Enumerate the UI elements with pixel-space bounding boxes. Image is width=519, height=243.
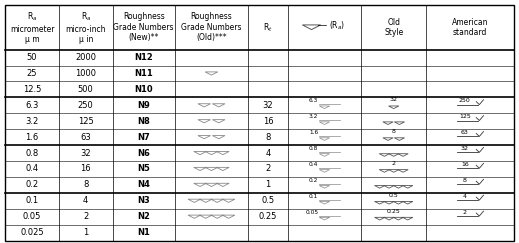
- Text: N5: N5: [137, 165, 150, 174]
- Text: 16: 16: [461, 162, 469, 167]
- Text: 1: 1: [83, 228, 88, 237]
- Text: R$_t$: R$_t$: [263, 21, 273, 34]
- Text: N8: N8: [137, 117, 150, 126]
- Text: 0.2: 0.2: [309, 178, 318, 183]
- Text: 4: 4: [265, 148, 270, 157]
- Text: 2: 2: [83, 212, 88, 221]
- Text: 0.05: 0.05: [23, 212, 41, 221]
- Text: 0.05: 0.05: [305, 210, 318, 215]
- Text: Old
Style: Old Style: [384, 17, 403, 37]
- Text: N1: N1: [137, 228, 150, 237]
- Text: 0.1: 0.1: [25, 196, 38, 205]
- Text: N9: N9: [137, 101, 150, 110]
- Text: 4: 4: [463, 194, 467, 199]
- Text: 6.3: 6.3: [309, 98, 318, 103]
- Text: 0.5: 0.5: [389, 193, 399, 198]
- Text: 0.5: 0.5: [262, 196, 275, 205]
- Text: 0.4: 0.4: [25, 165, 38, 174]
- Text: N3: N3: [137, 196, 150, 205]
- Text: 63: 63: [80, 133, 91, 142]
- Text: 12.5: 12.5: [23, 85, 41, 94]
- Text: N12: N12: [134, 53, 153, 62]
- Text: American
standard: American standard: [452, 17, 488, 37]
- Text: Roughness
Grade Numbers
(New)**: Roughness Grade Numbers (New)**: [113, 12, 174, 42]
- Text: N2: N2: [137, 212, 150, 221]
- Text: 50: 50: [27, 53, 37, 62]
- Text: N4: N4: [137, 180, 150, 189]
- Text: 32: 32: [461, 146, 469, 151]
- Text: 2: 2: [463, 210, 467, 215]
- Text: 32: 32: [390, 97, 398, 102]
- Text: 1: 1: [265, 180, 270, 189]
- Text: 16: 16: [263, 117, 274, 126]
- Text: N11: N11: [134, 69, 153, 78]
- Text: 4: 4: [83, 196, 88, 205]
- Text: 32: 32: [80, 148, 91, 157]
- Text: 63: 63: [461, 130, 469, 135]
- Text: 0.25: 0.25: [387, 209, 401, 214]
- Text: 0.1: 0.1: [309, 194, 318, 199]
- Text: 0.025: 0.025: [20, 228, 44, 237]
- Text: 250: 250: [78, 101, 93, 110]
- Text: 2: 2: [392, 161, 395, 166]
- Text: 6.3: 6.3: [25, 101, 39, 110]
- Text: 2000: 2000: [75, 53, 96, 62]
- Text: 3.2: 3.2: [309, 114, 318, 119]
- Text: 0.4: 0.4: [309, 162, 318, 167]
- Text: 16: 16: [80, 165, 91, 174]
- Text: 0.8: 0.8: [25, 148, 38, 157]
- Text: 32: 32: [263, 101, 274, 110]
- Text: 500: 500: [78, 85, 93, 94]
- Text: 0.8: 0.8: [309, 146, 318, 151]
- Text: 0.2: 0.2: [25, 180, 38, 189]
- Text: N10: N10: [134, 85, 153, 94]
- Text: 125: 125: [459, 114, 471, 119]
- Text: 1.6: 1.6: [309, 130, 318, 135]
- Text: 1000: 1000: [75, 69, 96, 78]
- Text: 1.6: 1.6: [25, 133, 38, 142]
- Text: 8: 8: [463, 178, 467, 183]
- Text: 2: 2: [265, 165, 270, 174]
- Text: 0.25: 0.25: [259, 212, 277, 221]
- Text: N6: N6: [137, 148, 150, 157]
- Text: 3.2: 3.2: [25, 117, 38, 126]
- Text: R$_a$
micro-inch
μ in: R$_a$ micro-inch μ in: [65, 11, 106, 44]
- Text: 8: 8: [265, 133, 271, 142]
- Text: N7: N7: [137, 133, 150, 142]
- Text: 250: 250: [459, 98, 471, 103]
- Text: 8: 8: [392, 129, 395, 134]
- Text: 25: 25: [27, 69, 37, 78]
- Text: R$_a$
micrometer
μ m: R$_a$ micrometer μ m: [10, 11, 54, 44]
- Text: Roughness
Grade Numbers
(Old)***: Roughness Grade Numbers (Old)***: [181, 12, 242, 42]
- Text: (R$_a$): (R$_a$): [329, 20, 345, 32]
- Text: 8: 8: [83, 180, 88, 189]
- Text: 125: 125: [78, 117, 93, 126]
